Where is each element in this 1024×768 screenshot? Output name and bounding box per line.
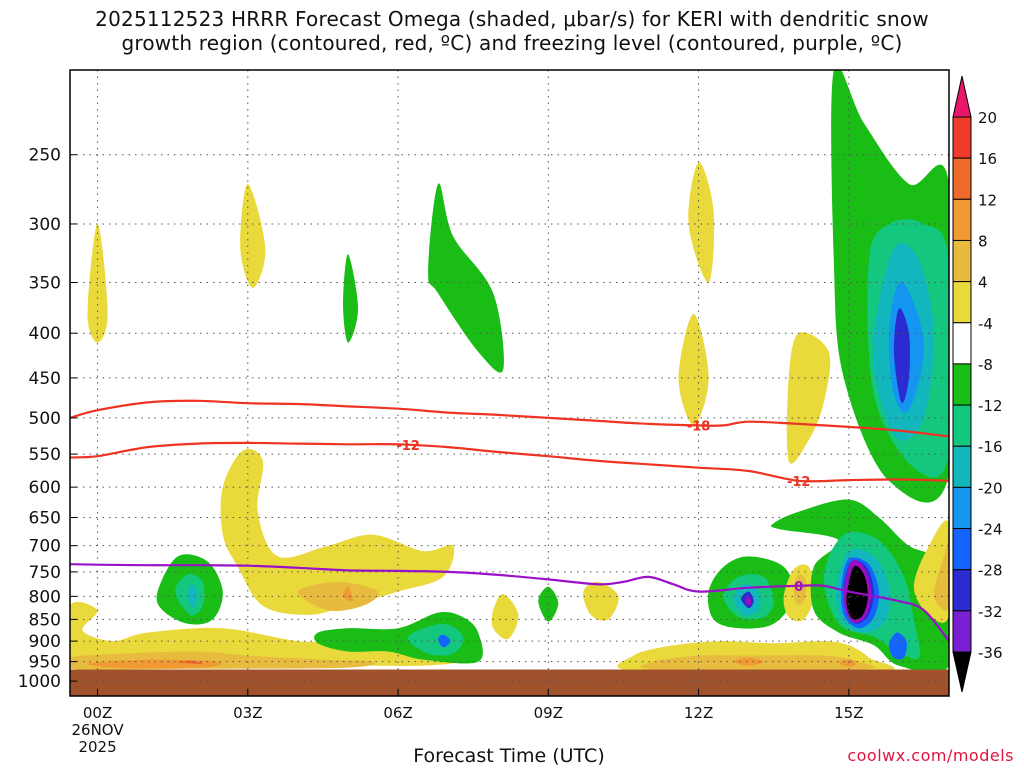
omega-region-yellow-10z	[583, 581, 619, 621]
colorbar-swatch-6	[952, 363, 972, 406]
colorbar-swatch-9	[952, 486, 972, 530]
colorbar-swatch-5	[952, 322, 972, 365]
y-tick-label-500: 500	[29, 409, 61, 429]
colorbar-label--24: -24	[978, 521, 1003, 539]
y-tick-label-300: 300	[29, 215, 61, 235]
y-tick-label-450: 450	[29, 369, 61, 389]
colorbar-label--36: -36	[978, 644, 1003, 662]
x-tick-date: 26NOV	[71, 721, 124, 739]
y-tick-label-400: 400	[29, 324, 61, 344]
colorbar-label-16: 16	[978, 150, 997, 168]
colorbar: 20 16 12 8 4 -4 -8 -12 -16 -20 -24 -28 -32 -36	[952, 75, 1003, 693]
contour-line-0	[70, 563, 949, 642]
y-tick-label-600: 600	[29, 478, 61, 498]
colorbar-swatch-1	[952, 157, 972, 200]
omega-region-yellow-08z	[491, 593, 519, 640]
omega-region-yellow-03z-column	[220, 448, 455, 615]
y-tick-label-700: 700	[29, 537, 61, 557]
ground-fill	[70, 669, 949, 696]
omega-shading	[70, 70, 949, 674]
omega-region-yellow-12z-top	[688, 162, 715, 283]
y-tick-label-900: 900	[29, 632, 61, 652]
contour-lines: -18 -12 -12 0	[70, 399, 949, 642]
ground-below-surface	[70, 669, 949, 696]
colorbar-swatch-8	[952, 445, 972, 488]
contour-line--18	[70, 399, 949, 438]
colorbar-swatch-4	[952, 281, 972, 324]
y-tick-label-250: 250	[29, 146, 61, 166]
x-tick-label-12Z: 12Z	[684, 704, 713, 722]
y-tick-label-1000: 1000	[18, 672, 61, 692]
colorbar-label--32: -32	[978, 603, 1003, 621]
y-tick-label-850: 850	[29, 610, 61, 630]
colorbar-label-8: 8	[978, 232, 988, 250]
colorbar-label--16: -16	[978, 438, 1003, 456]
x-tick-label-06Z: 06Z	[383, 704, 412, 722]
omega-region-blue-07z	[438, 634, 451, 648]
colorbar-label-20: 20	[978, 109, 997, 127]
omega-region-teal-07z	[407, 623, 464, 656]
y-tick-label-800: 800	[29, 587, 61, 607]
colorbar-label-12: 12	[978, 191, 997, 209]
omega-region-red-low-right2	[838, 659, 857, 667]
omega-region-red-low-right	[733, 657, 764, 666]
y-tick-label-550: 550	[29, 445, 61, 465]
omega-region-gray-13z	[745, 596, 752, 606]
colorbar-swatch-2	[952, 198, 972, 241]
omega-region-green-05z	[343, 254, 358, 343]
contour-label-0: 0	[794, 580, 803, 595]
colorbar-top-arrow	[952, 75, 972, 118]
contour-label--18: -18	[687, 419, 711, 434]
omega-region-cyan-02z	[187, 584, 198, 609]
colorbar-label--4: -4	[978, 315, 993, 333]
colorbar-swatch-3	[952, 239, 972, 283]
omega-region-red-05z	[342, 586, 354, 602]
x-axis-label: Forecast Time (UTC)	[413, 745, 605, 767]
colorbar-label--20: -20	[978, 479, 1003, 497]
x-tick-label-03Z: 03Z	[233, 704, 262, 722]
omega-region-yellow-14z	[786, 332, 831, 464]
x-tick-label-00Z: 00Z	[83, 704, 112, 722]
omega-region-orange-17z	[933, 542, 949, 611]
colorbar-swatch-7	[952, 404, 972, 447]
contour-line--12	[70, 441, 949, 483]
grid-lines	[70, 70, 949, 696]
omega-region-upper-yellow-00z	[87, 224, 108, 343]
plot-frame	[69, 69, 950, 697]
x-tick-label-09Z: 09Z	[534, 704, 563, 722]
omega-region-purple-upper-16z	[893, 308, 911, 404]
omega-region-blue-16z-low	[888, 632, 907, 660]
omega-region-upper-yellow-03z	[240, 184, 266, 288]
y-tick-label-350: 350	[29, 273, 61, 293]
contour-label--12: -12	[787, 475, 811, 490]
chart-title-line1: 2025112523 HRRR Forecast Omega (shaded, …	[95, 7, 929, 31]
colorbar-swatch-11	[952, 569, 972, 612]
omega-region-orange-14z-low	[793, 574, 807, 605]
colorbar-label--12: -12	[978, 397, 1003, 415]
omega-region-pink-low-left	[177, 660, 204, 665]
colorbar-label-4: 4	[978, 274, 988, 292]
omega-region-green-07z	[428, 183, 504, 373]
colorbar-label--8: -8	[978, 356, 993, 374]
y-tick-label-950: 950	[29, 653, 61, 673]
x-tick-label-15Z: 15Z	[834, 704, 863, 722]
y-tick-label-750: 750	[29, 563, 61, 583]
omega-region-orange-05z	[297, 581, 379, 612]
y-tick-label-650: 650	[29, 509, 61, 529]
pressure-axis: 2503003504004505005506006507007508008509…	[18, 146, 77, 692]
omega-region-yellow-12z-mid	[678, 313, 709, 426]
credit-link[interactable]: coolwx.com/models	[847, 746, 1014, 765]
colorbar-label--28: -28	[978, 562, 1003, 580]
chart-title-line2: growth region (contoured, red, ºC) and f…	[121, 31, 903, 55]
contour-label--12: -12	[396, 439, 420, 454]
colorbar-swatch-10	[952, 528, 972, 571]
x-tick-year: 2025	[78, 738, 116, 756]
colorbar-swatch-0	[952, 116, 972, 159]
colorbar-swatch-12	[952, 610, 972, 653]
colorbar-bottom-arrow	[952, 651, 972, 693]
